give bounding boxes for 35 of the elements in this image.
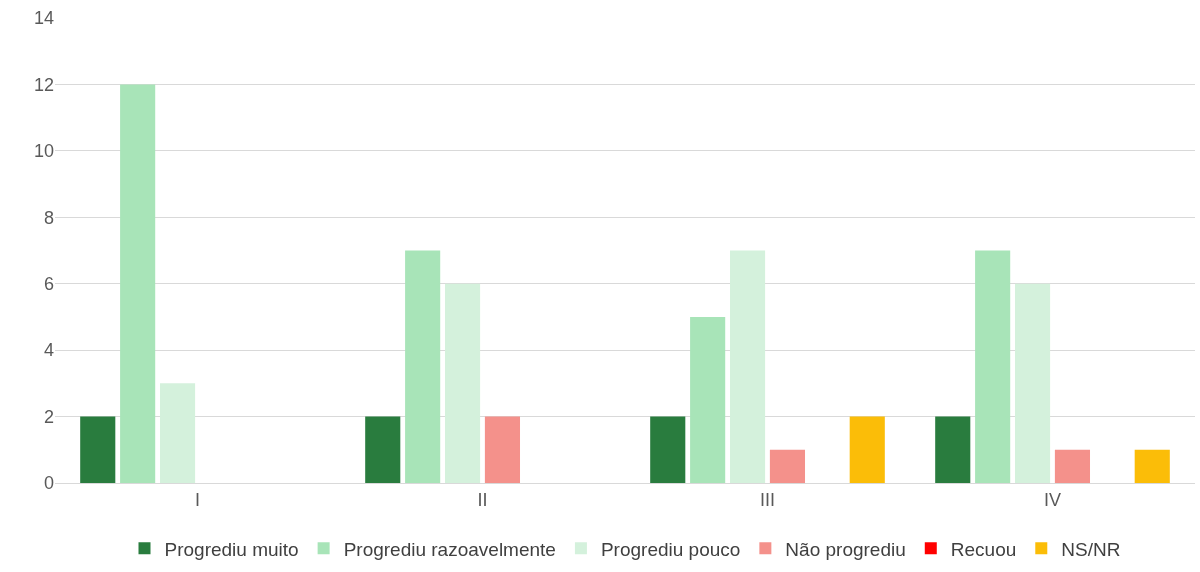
x-tick-label: III — [759, 489, 776, 510]
y-tick-label: 8 — [43, 207, 54, 228]
x-tick-label: I — [194, 489, 201, 510]
y-tick-label: 10 — [33, 141, 54, 162]
x-tick-label: IV — [1043, 489, 1062, 510]
legend-label: Progrediu pouco — [600, 538, 741, 560]
bar — [849, 416, 885, 483]
bar — [405, 250, 441, 483]
bar — [1134, 449, 1170, 483]
bar — [80, 416, 116, 483]
y-tick-label: 0 — [43, 473, 54, 494]
y-tick-label: 4 — [43, 340, 54, 361]
bar — [729, 250, 766, 483]
y-tick-label: 14 — [33, 8, 54, 29]
y-tick-label: 6 — [43, 274, 54, 295]
bar — [769, 449, 806, 483]
bar — [484, 416, 521, 483]
legend-label: Recuou — [950, 538, 1017, 560]
bar — [444, 283, 481, 483]
legend-label: Progrediu razoavelmente — [343, 538, 556, 560]
bar — [690, 316, 726, 483]
bar — [935, 416, 971, 483]
bar — [159, 383, 196, 483]
y-tick-label: 12 — [33, 74, 54, 95]
y-tick-label: 2 — [43, 406, 54, 427]
legend-label: Não progrediu — [785, 538, 906, 560]
legend-label: Progrediu muito — [164, 538, 299, 560]
bar — [1054, 449, 1091, 483]
bar — [120, 84, 156, 483]
legend-label: NS/NR — [1061, 538, 1121, 560]
bar — [650, 416, 686, 483]
bar — [975, 250, 1011, 483]
x-tick-label: II — [477, 489, 488, 510]
bar — [1014, 283, 1051, 483]
bar — [365, 416, 401, 483]
